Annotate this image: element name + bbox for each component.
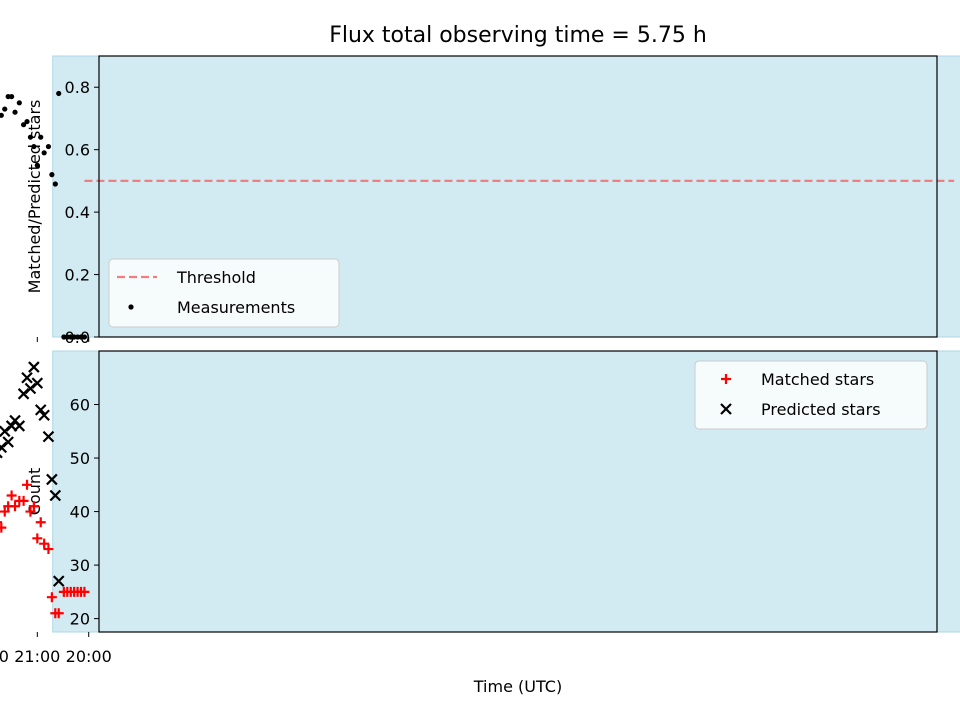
measurement-point [38,134,44,140]
y-tick-label: 60 [70,396,90,415]
legend: Matched stars Predicted stars [694,360,928,430]
x-tick-label: 21:00 [14,647,60,666]
matched-star-point [25,506,36,517]
measurement-point [24,118,30,125]
y-tick-label: 0.4 [65,203,90,222]
chart-title: Flux total observing time = 5.75 h [329,23,707,48]
measurement-point [5,93,11,100]
matched-star-point [35,517,46,528]
legend-label: Measurements [177,298,295,317]
legend-measurement-swatch [128,304,134,310]
y-tick-label: 0.2 [65,266,90,285]
measurement-point [52,181,58,187]
measurement-point [45,143,52,150]
legend-label: Matched stars [761,370,874,389]
matched-star-point [0,506,10,517]
measurement-point [41,150,47,156]
y-tick-label: 20 [70,610,90,629]
predicted-star-point [52,575,65,587]
x-tick-label: 20:00 [66,647,112,666]
predicted-star-point [38,409,50,422]
bottom-panel: 203040506020:0021:0022:0023:0000:0001:00… [0,350,960,696]
predicted-star-point [21,371,33,384]
matched-star-point [0,522,7,533]
matched-star-point [46,592,57,603]
legend-matched-swatch [721,374,731,384]
measurement-point [61,334,67,340]
predicted-star-point [0,425,11,438]
matched-star-point [3,501,14,512]
matched-star-point [58,586,69,597]
matched-star-point [0,521,3,524]
y-tick-label: 0.6 [65,141,90,160]
legend-box [694,360,928,430]
measurement-point [56,90,62,97]
matched-star-point [28,501,39,512]
predicted-star-point [46,473,58,486]
legend: Threshold Measurements [108,258,340,328]
matched-star-point [14,495,25,506]
predicted-star-point [0,446,3,459]
measurement-point [49,172,55,178]
measurement-point [0,112,4,118]
legend-box [108,258,340,328]
predicted-star-point [28,361,40,373]
measurement-point [2,106,8,112]
y-tick-label: 50 [70,449,90,468]
axes-frame [98,55,938,338]
y-tick-label: 30 [70,556,90,575]
predicted-star-point [17,388,30,400]
matched-star-point [39,538,50,549]
matched-star-point [50,608,61,619]
measurement-point [31,143,37,150]
y-axis-label: Matched/Predicted stars [25,100,44,294]
matched-star-point [6,490,17,501]
measurement-point [16,100,22,106]
predicted-star-point [9,414,21,427]
axes-frame [98,350,938,633]
predicted-star-point [34,404,47,416]
y-tick-label: 40 [70,503,90,522]
measurement-point [34,162,40,168]
x-tick-label: 22:00 [0,647,9,666]
x-axis-label: Time (UTC) [473,677,562,696]
matched-star-point [43,544,54,555]
matched-star-point [32,533,43,544]
legend-label: Threshold [176,268,256,287]
predicted-star-point [49,489,62,502]
measurement-point [20,122,27,128]
legend-label: Predicted stars [761,400,881,419]
measurement-point [27,134,34,140]
predicted-star-point [42,430,55,443]
y-axis-label: Count [25,468,44,516]
matched-star-point [22,479,33,490]
legend-predicted-swatch [720,403,732,415]
measurement-point [12,109,18,115]
y-tick-label: 0.8 [65,78,90,97]
